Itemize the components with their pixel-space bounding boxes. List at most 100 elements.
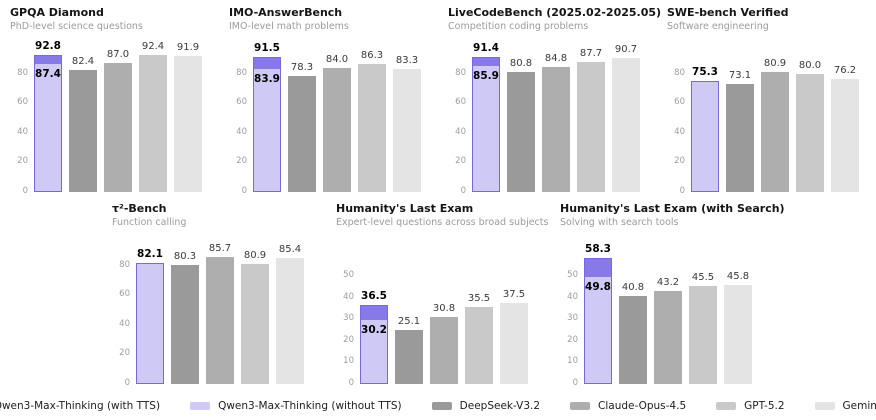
bar-deepseek-v3-2: 80.3 (171, 251, 199, 384)
legend-item-gemini-3-pro: Gemini-3 Pro (814, 400, 876, 412)
bar-value-label-without-tts: 83.9 (254, 72, 280, 85)
bar-gemini-3-pro: 37.5 (500, 289, 528, 384)
bar-rect (206, 257, 234, 384)
y-tick-label: 20 (455, 156, 466, 167)
bar-rect (241, 264, 269, 384)
bar-gpt-5-2: 35.5 (465, 293, 493, 384)
legend-swatch (570, 402, 591, 410)
y-tick-label: 40 (343, 291, 354, 302)
bar-qwen3-max-thinking: 36.5 30.2 (360, 290, 388, 384)
chart-imo-answerbench: IMO-AnswerBench IMO-level math problems 0 2… (219, 6, 438, 196)
y-tick-label: 20 (343, 334, 354, 345)
y-tick-label: 80 (236, 67, 247, 78)
bar-value-label: 80.9 (763, 58, 787, 70)
bar-gpt-5-2: 87.7 (577, 48, 605, 192)
bar-qwen3-max-thinking: 58.3 49.8 (584, 243, 612, 384)
chart-title: SWE-bench Verified (667, 6, 789, 19)
legend-label: Gemini-3 Pro (842, 400, 876, 412)
y-tick-label: 60 (674, 97, 685, 108)
bar-rect (689, 285, 717, 384)
plot-area: 0 20 40 60 80 82.1 80.3 85.7 80.9 85.4 (112, 236, 326, 388)
bar-rect (430, 317, 458, 384)
bar-gpt-5-2: 80.0 (796, 60, 824, 192)
bar-value-label: 92.4 (141, 41, 165, 53)
y-tick-label: 20 (236, 156, 247, 167)
bar-value-label: 43.2 (656, 276, 680, 288)
y-tick-label: 80 (17, 67, 28, 78)
bar-with-tts-segment (473, 57, 499, 66)
plot-area: 0 10 20 30 40 50 58.3 49.8 40.8 43.2 45.5 45.8 (560, 243, 774, 388)
bar-value-label: 82.1 (137, 247, 163, 260)
bar-value-label: 78.3 (290, 62, 314, 74)
bar-value-label-without-tts: 87.4 (35, 67, 61, 80)
plot-area: 0 20 40 60 80 91.5 83.9 78.3 84.0 86.3 83.3 (229, 42, 438, 196)
legend-item-qwen3-max-thinking-without-tts: Qwen3-Max-Thinking (without TTS) (190, 400, 402, 412)
bar-deepseek-v3-2: 40.8 (619, 282, 647, 384)
bar-gemini-3-pro: 91.9 (174, 42, 202, 192)
chart-title: Humanity's Last Exam (with Search) (560, 202, 785, 215)
plot-area: 0 10 20 30 40 50 36.5 30.2 25.1 30.8 35.5 37.5 (336, 250, 550, 388)
bar-value-label: 83.3 (395, 54, 419, 66)
bar-rect (465, 307, 493, 384)
bar-value-label: 80.9 (243, 250, 267, 262)
bar-gemini-3-pro: 45.8 (724, 271, 752, 384)
y-axis: 0 10 20 30 40 50 (560, 250, 584, 387)
bar-with-tts-segment (361, 306, 387, 320)
bars-group: 91.5 83.9 78.3 84.0 86.3 83.3 (253, 42, 421, 192)
bar-rect (358, 64, 386, 192)
bar-value-label-with-tts: 91.5 (254, 41, 280, 54)
bar-value-label-without-tts: 49.8 (585, 281, 611, 294)
bar-value-label-without-tts: 30.2 (361, 323, 387, 336)
bar-value-label: 90.7 (614, 43, 638, 55)
y-tick-label: 0 (22, 186, 28, 196)
chart-title: LiveCodeBench (2025.02-2025.05) (448, 6, 662, 19)
legend-swatch (814, 402, 835, 410)
charts-row-2: τ²-Bench Function calling 0 20 40 60 80 82.1 80.… (0, 202, 876, 388)
bar-value-label: 87.0 (106, 49, 130, 61)
y-tick-label: 30 (567, 313, 578, 324)
bars-group: 36.5 30.2 25.1 30.8 35.5 37.5 (360, 289, 528, 384)
bar-gemini-3-pro: 76.2 (831, 65, 859, 192)
y-tick-label: 30 (343, 313, 354, 324)
bar-with-tts-segment (585, 259, 611, 278)
bar-value-label-with-tts: 58.3 (585, 243, 611, 255)
legend-label: DeepSeek-V3.2 (459, 400, 541, 412)
legend-item-claude-opus-4-5: Claude-Opus-4.5 (570, 400, 686, 412)
bar-value-label: 73.1 (728, 69, 752, 81)
bar-gpt-5-2: 92.4 (139, 41, 167, 192)
bar-qwen3-max-thinking: 75.3 (691, 66, 719, 192)
bar-rect (139, 55, 167, 192)
bar-qwen3-max-thinking: 92.8 87.4 (34, 40, 62, 192)
bar-rect (174, 56, 202, 192)
bars-group: 91.4 85.9 80.8 84.8 87.7 90.7 (472, 42, 640, 192)
bar-rect (542, 66, 570, 192)
y-tick-label: 50 (343, 269, 354, 280)
y-tick-label: 0 (241, 186, 247, 196)
bar-rect (761, 72, 789, 192)
chart-swe-bench-verified: SWE-bench Verified Software engineering 0 2… (657, 6, 876, 196)
chart-subtitle: Software engineering (667, 21, 769, 32)
bar-value-label-with-tts: 91.4 (473, 41, 499, 54)
legend-item-deepseek-v3-2: DeepSeek-V3.2 (431, 400, 541, 412)
plot-area: 0 20 40 60 80 91.4 85.9 80.8 84.8 87.7 90.7 (448, 42, 657, 196)
bar-claude-opus-4-5: 84.8 (542, 53, 570, 192)
chart-title: GPQA Diamond (10, 6, 104, 19)
chart-humanity-s-last-exam: Humanity's Last Exam Expert-level questio… (326, 202, 550, 388)
bar-value-label: 75.3 (692, 65, 718, 78)
bar-gpt-5-2: 80.9 (241, 250, 269, 384)
bar-rect (507, 72, 535, 192)
bar-gemini-3-pro: 90.7 (612, 44, 640, 192)
bar-rect (171, 265, 199, 384)
y-tick-label: 20 (674, 156, 685, 167)
bar-rect: 30.2 (360, 305, 388, 384)
bar-rect (323, 67, 351, 192)
bar-value-label: 82.4 (71, 56, 95, 68)
bar-deepseek-v3-2: 82.4 (69, 56, 97, 192)
plot-area: 0 20 40 60 80 75.3 73.1 80.9 80.0 76.2 (667, 44, 876, 196)
bar-rect (619, 295, 647, 384)
y-tick-label: 20 (119, 348, 130, 359)
legend-label: Qwen3-Max-Thinking (without TTS) (218, 400, 402, 412)
bar-qwen3-max-thinking: 82.1 (136, 248, 164, 384)
bar-rect (577, 62, 605, 192)
bar-deepseek-v3-2: 78.3 (288, 62, 316, 192)
